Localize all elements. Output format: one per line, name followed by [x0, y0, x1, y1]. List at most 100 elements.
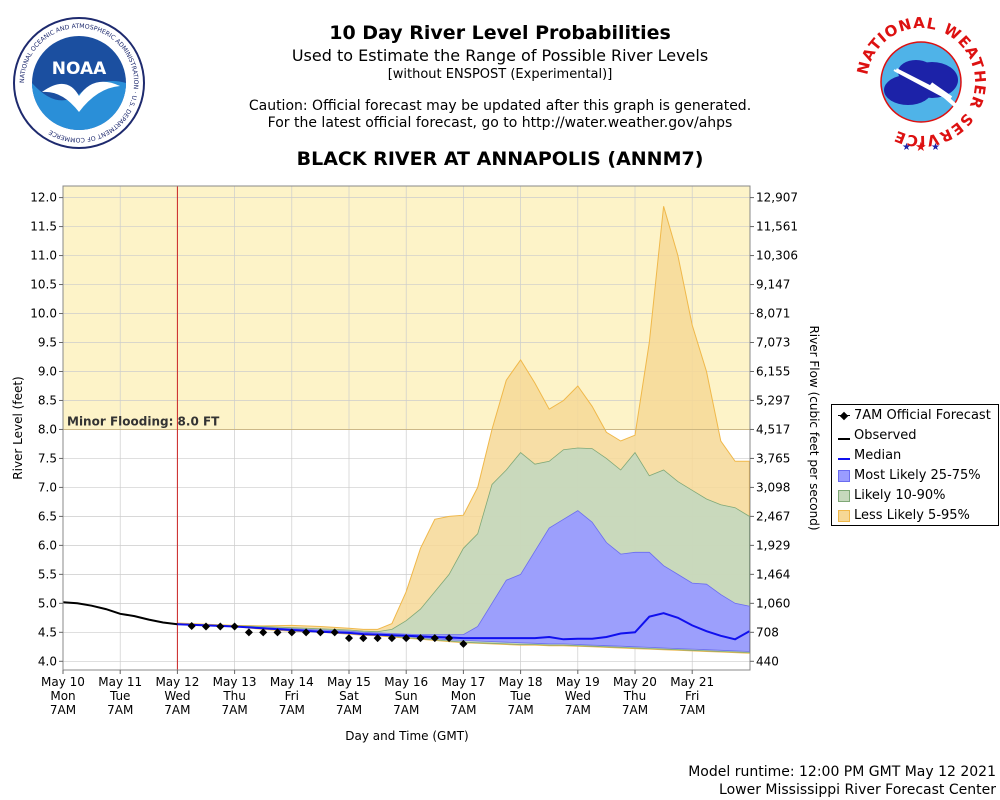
- legend-label-official: 7AM Official Forecast: [854, 408, 991, 423]
- legend-item-observed: Observed: [838, 427, 917, 445]
- chart-note: [without ENSPOST (Experimental)]: [387, 67, 613, 82]
- x-tick-label: May 14: [270, 675, 314, 689]
- y2-tick-label: 6,155: [756, 364, 790, 378]
- svg-text:★: ★: [931, 142, 940, 152]
- y2-axis: 440 708 1,060 1,464 1,929 2,467 3,098 3,765 4,51…: [750, 191, 798, 668]
- x-tick-label: Thu: [222, 689, 246, 703]
- y-axis: 4.0 4.5 5.0 5.5 6.0 6.5 7.0 7.5 8.0 8.5 9.0 9.5 10.0…: [30, 191, 63, 668]
- x-tick-label: 7AM: [50, 703, 76, 717]
- x-tick-label: 7AM: [336, 703, 362, 717]
- y2-tick-label: 8,071: [756, 307, 790, 321]
- y2-tick-label: 5,297: [756, 393, 790, 407]
- official-forecast-point: [459, 639, 468, 648]
- station-title: BLACK RIVER AT ANNAPOLIS (ANNM7): [296, 148, 704, 170]
- official-forecast-point: [187, 621, 196, 630]
- y-axis-label: River Level (feet): [11, 376, 25, 479]
- official-forecast-point: [287, 628, 296, 637]
- legend-item-official: 7AM Official Forecast: [838, 407, 991, 425]
- y-tick-label: 6.0: [38, 538, 57, 552]
- y2-tick-label: 9,147: [756, 278, 790, 292]
- x-tick-label: May 11: [98, 675, 142, 689]
- y-tick-label: 9.5: [38, 336, 57, 350]
- legend: 7AM Official Forecast Observed Median Mo…: [831, 404, 999, 526]
- x-tick-label: Tue: [509, 689, 531, 703]
- y-tick-label: 5.5: [38, 567, 57, 581]
- nws-logo-icon: NATIONAL WEATHER SERVICE ★ ★ ★: [856, 14, 986, 152]
- x-tick-label: Wed: [164, 689, 190, 703]
- observed-line: [62, 601, 178, 626]
- x-tick-label: 7AM: [507, 703, 533, 717]
- legend-label-observed: Observed: [854, 428, 917, 443]
- x-tick-label: Fri: [285, 689, 299, 703]
- x-tick-label: Mon: [451, 689, 476, 703]
- line-swatch-icon: [838, 452, 850, 460]
- x-tick-label: Sun: [395, 689, 418, 703]
- median-line: [177, 612, 750, 641]
- x-tick-label: 7AM: [679, 703, 705, 717]
- legend-label-10-90: Likely 10-90%: [854, 488, 946, 503]
- y2-tick-label: 2,467: [756, 509, 790, 523]
- official-forecast-point: [216, 622, 225, 631]
- official-forecast-point: [302, 628, 311, 637]
- x-tick-label: 7AM: [565, 703, 591, 717]
- y2-tick-label: 1,464: [756, 567, 790, 581]
- y-tick-label: 4.5: [38, 625, 57, 639]
- y2-tick-label: 708: [756, 625, 779, 639]
- forecast-center: Lower Mississippi River Forecast Center: [719, 782, 996, 798]
- x-tick-label: Fri: [685, 689, 699, 703]
- legend-label-5-95: Less Likely 5-95%: [854, 508, 970, 523]
- x-tick-label: 7AM: [450, 703, 476, 717]
- y2-tick-label: 7,073: [756, 336, 790, 350]
- x-tick-label: Mon: [50, 689, 75, 703]
- x-tick-label: Sat: [339, 689, 359, 703]
- y-tick-label: 11.5: [30, 220, 57, 234]
- y2-tick-label: 11,561: [756, 220, 798, 234]
- x-tick-label: 7AM: [107, 703, 133, 717]
- official-forecast-point: [416, 634, 425, 643]
- forecast-link-text: For the latest official forecast, go to …: [267, 115, 733, 131]
- x-tick-label: Wed: [565, 689, 591, 703]
- x-tick-label: May 16: [384, 675, 428, 689]
- official-forecast-points: [187, 621, 468, 648]
- square-swatch-icon: [838, 489, 850, 502]
- y2-tick-label: 10,306: [756, 249, 798, 263]
- x-tick-label: May 20: [613, 675, 657, 689]
- y2-tick-label: 1,060: [756, 596, 790, 610]
- y-tick-label: 4.0: [38, 654, 57, 668]
- official-forecast-point: [359, 634, 368, 643]
- x-tick-label: 7AM: [393, 703, 419, 717]
- x-tick-label: Tue: [109, 689, 131, 703]
- noaa-logo-icon: NOAA NATIONAL OCEANIC AND ATMOSPHERIC AD…: [13, 17, 145, 149]
- official-forecast-point: [402, 634, 411, 643]
- y-tick-label: 12.0: [30, 191, 57, 205]
- y-tick-label: 11.0: [30, 249, 57, 263]
- y-tick-label: 6.5: [38, 509, 57, 523]
- noaa-logo-text: NOAA: [52, 59, 107, 79]
- official-forecast-point: [316, 628, 325, 637]
- chart-title: 10 Day River Level Probabilities: [329, 22, 671, 44]
- official-forecast-point: [230, 622, 239, 631]
- y2-tick-label: 1,929: [756, 538, 790, 552]
- x-tick-label: May 21: [670, 675, 714, 689]
- official-forecast-point: [387, 634, 396, 643]
- official-forecast-point: [202, 622, 210, 631]
- official-forecast-point: [244, 628, 253, 637]
- x-tick-label: May 17: [441, 675, 485, 689]
- legend-item-5-95: Less Likely 5-95%: [838, 507, 970, 525]
- y-tick-label: 8.0: [38, 422, 57, 436]
- x-tick-label: May 15: [327, 675, 371, 689]
- line-swatch-icon: [838, 432, 850, 440]
- svg-text:★: ★: [915, 140, 927, 152]
- square-swatch-icon: [838, 509, 850, 522]
- diamond-icon: [838, 410, 850, 422]
- model-runtime: Model runtime: 12:00 PM GMT May 12 2021: [688, 764, 996, 780]
- official-forecast-point: [259, 628, 268, 637]
- legend-label-25-75: Most Likely 25-75%: [854, 468, 981, 483]
- y-tick-label: 7.5: [38, 451, 57, 465]
- x-tick-label: May 13: [213, 675, 257, 689]
- y2-tick-label: 12,907: [756, 191, 798, 205]
- official-forecast-point: [345, 634, 353, 643]
- official-forecast-point: [430, 634, 439, 643]
- legend-item-10-90: Likely 10-90%: [838, 487, 945, 505]
